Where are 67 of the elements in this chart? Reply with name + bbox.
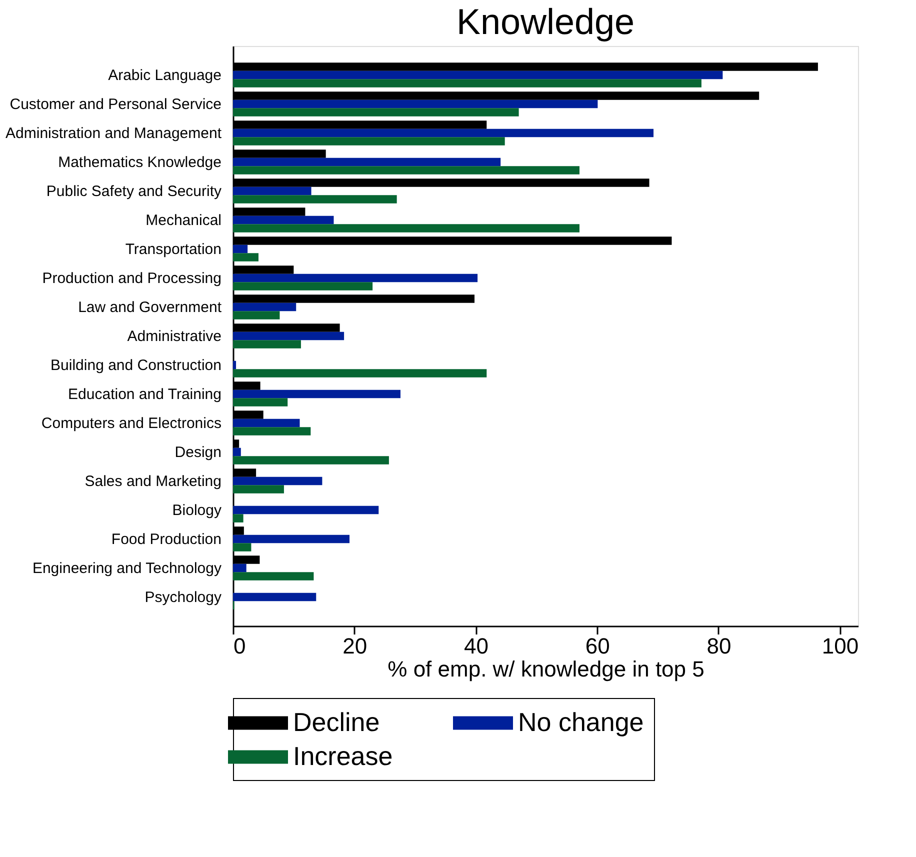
x-tick-label: 0 xyxy=(234,634,246,658)
bar xyxy=(233,543,252,552)
bar xyxy=(233,360,236,370)
legend-label: Increase xyxy=(293,741,393,771)
y-tick-label: Public Safety and Security xyxy=(46,183,222,200)
y-tick-label: Psychology xyxy=(144,589,222,606)
bar xyxy=(233,128,654,138)
y-tick-label: Mechanical xyxy=(146,212,222,229)
y-tick-label: Food Production xyxy=(111,531,222,548)
legend-label: No change xyxy=(518,707,644,737)
bar xyxy=(233,427,311,436)
x-tick-label: 60 xyxy=(585,634,610,658)
bar xyxy=(233,253,258,262)
y-tick-label: Production and Processing xyxy=(42,270,222,287)
legend-label: Decline xyxy=(293,707,380,737)
y-tick-label: Administrative xyxy=(127,328,222,345)
bar xyxy=(233,485,284,494)
bar xyxy=(233,224,580,232)
y-tick-label: Law and Government xyxy=(78,299,222,316)
bar xyxy=(233,369,487,378)
y-tick-label: Transportation xyxy=(125,241,222,258)
x-tick-label: 40 xyxy=(464,634,488,658)
bar xyxy=(233,592,316,602)
y-tick-label: Building and Construction xyxy=(50,357,222,374)
bar xyxy=(233,398,288,406)
x-axis-title: % of emp. w/ knowledge in top 5 xyxy=(388,656,704,682)
bar xyxy=(233,390,400,398)
bar xyxy=(233,506,379,514)
bar xyxy=(233,166,580,174)
y-tick-label: Design xyxy=(174,444,222,461)
bar xyxy=(233,186,312,196)
y-tick-label: Engineering and Technology xyxy=(32,560,222,577)
bar xyxy=(233,79,702,88)
y-tick-label: Mathematics Knowledge xyxy=(58,154,222,171)
x-tick-label: 100 xyxy=(822,634,859,658)
bar xyxy=(233,448,241,456)
bar xyxy=(233,137,505,146)
y-tick-label: Sales and Marketing xyxy=(84,473,222,490)
bar xyxy=(233,216,334,224)
bar xyxy=(233,158,501,166)
y-tick-label: Computers and Electronics xyxy=(41,415,222,432)
bar xyxy=(233,70,723,80)
y-tick-label: Education and Training xyxy=(68,386,222,403)
bar xyxy=(233,244,248,254)
bar xyxy=(233,100,598,108)
y-tick-label: Arabic Language xyxy=(108,67,222,84)
x-tick-label: 20 xyxy=(342,634,368,658)
bar xyxy=(233,311,280,320)
bar xyxy=(233,572,314,580)
bar xyxy=(233,476,322,486)
bar xyxy=(233,534,350,544)
bar xyxy=(233,195,397,204)
bar xyxy=(233,456,389,464)
bar xyxy=(233,418,300,428)
bar xyxy=(233,282,373,290)
y-tick-label: Customer and Personal Service xyxy=(10,96,222,113)
bar xyxy=(233,514,244,522)
bar xyxy=(233,340,301,348)
bar xyxy=(233,108,519,116)
chart-title: Knowledge xyxy=(456,1,635,42)
y-tick-label: Biology xyxy=(172,502,222,519)
x-tick-label: 80 xyxy=(706,634,732,658)
bar xyxy=(233,564,246,572)
bar xyxy=(233,274,478,282)
bar xyxy=(233,332,344,340)
bar xyxy=(233,302,296,312)
y-tick-label: Administration and Management xyxy=(6,125,222,142)
